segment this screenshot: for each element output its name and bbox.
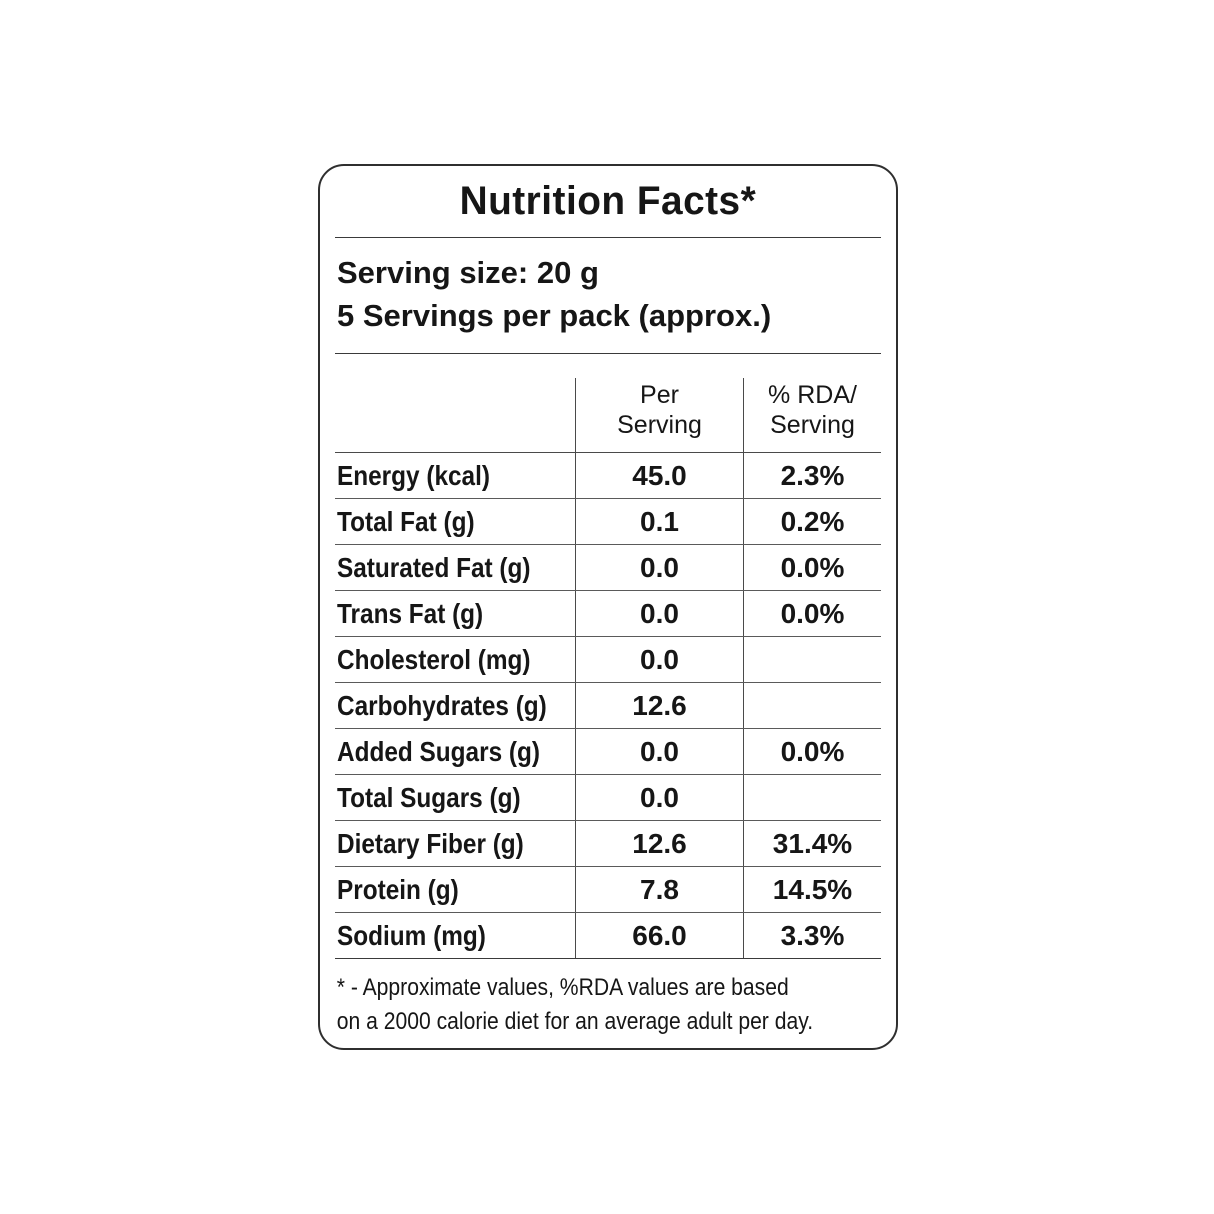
table-row: Dietary Fiber (g) 12.6 31.4% — [335, 821, 881, 867]
nutrient-name-cell: Added Sugars (g) — [335, 729, 575, 774]
per-serving-value: 66.0 — [575, 913, 743, 958]
table-row: Protein (g) 7.8 14.5% — [335, 867, 881, 913]
nutrient-name: Total Fat (g) — [337, 505, 475, 537]
per-serving-value: 0.0 — [575, 591, 743, 636]
nutrient-name: Carbohydrates (g) — [337, 689, 547, 721]
rda-value — [743, 683, 881, 728]
table-row: Cholesterol (mg) 0.0 — [335, 637, 881, 683]
table-row: Energy (kcal) 45.0 2.3% — [335, 453, 881, 499]
nutrient-name-cell: Trans Fat (g) — [335, 591, 575, 636]
nutrient-name-cell: Carbohydrates (g) — [335, 683, 575, 728]
per-serving-value: 0.0 — [575, 637, 743, 682]
serving-size-line: Serving size: 20 g — [337, 255, 599, 290]
nutrient-name: Sodium (mg) — [337, 919, 486, 951]
per-serving-column-header: Per Serving — [575, 378, 743, 452]
per-serving-value: 12.6 — [575, 683, 743, 728]
per-serving-value: 0.0 — [575, 729, 743, 774]
rda-value: 31.4% — [743, 821, 881, 866]
table-row: Saturated Fat (g) 0.0 0.0% — [335, 545, 881, 591]
nutrient-name: Dietary Fiber (g) — [337, 827, 524, 859]
nutrient-name: Saturated Fat (g) — [337, 551, 531, 583]
per-serving-value: 45.0 — [575, 453, 743, 498]
label-header: Nutrition Facts* — [335, 166, 881, 238]
per-serving-value: 7.8 — [575, 867, 743, 912]
table-row: Sodium (mg) 66.0 3.3% — [335, 913, 881, 959]
table-row: Carbohydrates (g) 12.6 — [335, 683, 881, 729]
per-serving-value: 0.0 — [575, 775, 743, 820]
rda-column-header: % RDA/ Serving — [743, 378, 881, 452]
table-row: Added Sugars (g) 0.0 0.0% — [335, 729, 881, 775]
nutrient-name: Cholesterol (mg) — [337, 643, 531, 675]
rda-value: 3.3% — [743, 913, 881, 958]
nutrient-name: Protein (g) — [337, 873, 459, 905]
per-serving-value: 0.0 — [575, 545, 743, 590]
per-serving-value: 12.6 — [575, 821, 743, 866]
table-row: Trans Fat (g) 0.0 0.0% — [335, 591, 881, 637]
table-row: Total Sugars (g) 0.0 — [335, 775, 881, 821]
nutrient-name-cell: Energy (kcal) — [335, 453, 575, 498]
nutrient-name-cell: Protein (g) — [335, 867, 575, 912]
nutrient-name-cell: Sodium (mg) — [335, 913, 575, 958]
nutrition-facts-label: Nutrition Facts* Serving size: 20 g 5 Se… — [318, 164, 898, 1050]
label-title: Nutrition Facts* — [459, 179, 757, 223]
rda-value: 0.0% — [743, 729, 881, 774]
per-serving-value: 0.1 — [575, 499, 743, 544]
nutrient-name: Energy (kcal) — [337, 459, 490, 491]
nutrient-name: Trans Fat (g) — [337, 597, 484, 629]
nutrient-name-cell: Cholesterol (mg) — [335, 637, 575, 682]
table-row: Total Fat (g) 0.1 0.2% — [335, 499, 881, 545]
rda-value: 14.5% — [743, 867, 881, 912]
rda-value — [743, 775, 881, 820]
nutrient-name: Total Sugars (g) — [337, 781, 521, 813]
nutrient-name-cell: Saturated Fat (g) — [335, 545, 575, 590]
nutrient-name: Added Sugars (g) — [337, 735, 541, 767]
table-header-row: Per Serving % RDA/ Serving — [335, 354, 881, 453]
nutrient-column-header — [335, 378, 575, 452]
rda-value: 0.2% — [743, 499, 881, 544]
nutrition-table: Per Serving % RDA/ Serving Energy (kcal)… — [335, 354, 881, 959]
nutrient-name-cell: Total Fat (g) — [335, 499, 575, 544]
servings-per-pack-line: 5 Servings per pack (approx.) — [337, 298, 772, 333]
rda-value: 0.0% — [743, 545, 881, 590]
footnote-text: * - Approximate values, %RDA values are … — [336, 974, 814, 1035]
rda-value: 2.3% — [743, 453, 881, 498]
nutrient-name-cell: Dietary Fiber (g) — [335, 821, 575, 866]
nutrient-name-cell: Total Sugars (g) — [335, 775, 575, 820]
rda-value: 0.0% — [743, 591, 881, 636]
serving-info: Serving size: 20 g 5 Servings per pack (… — [335, 238, 881, 354]
rda-value — [743, 637, 881, 682]
